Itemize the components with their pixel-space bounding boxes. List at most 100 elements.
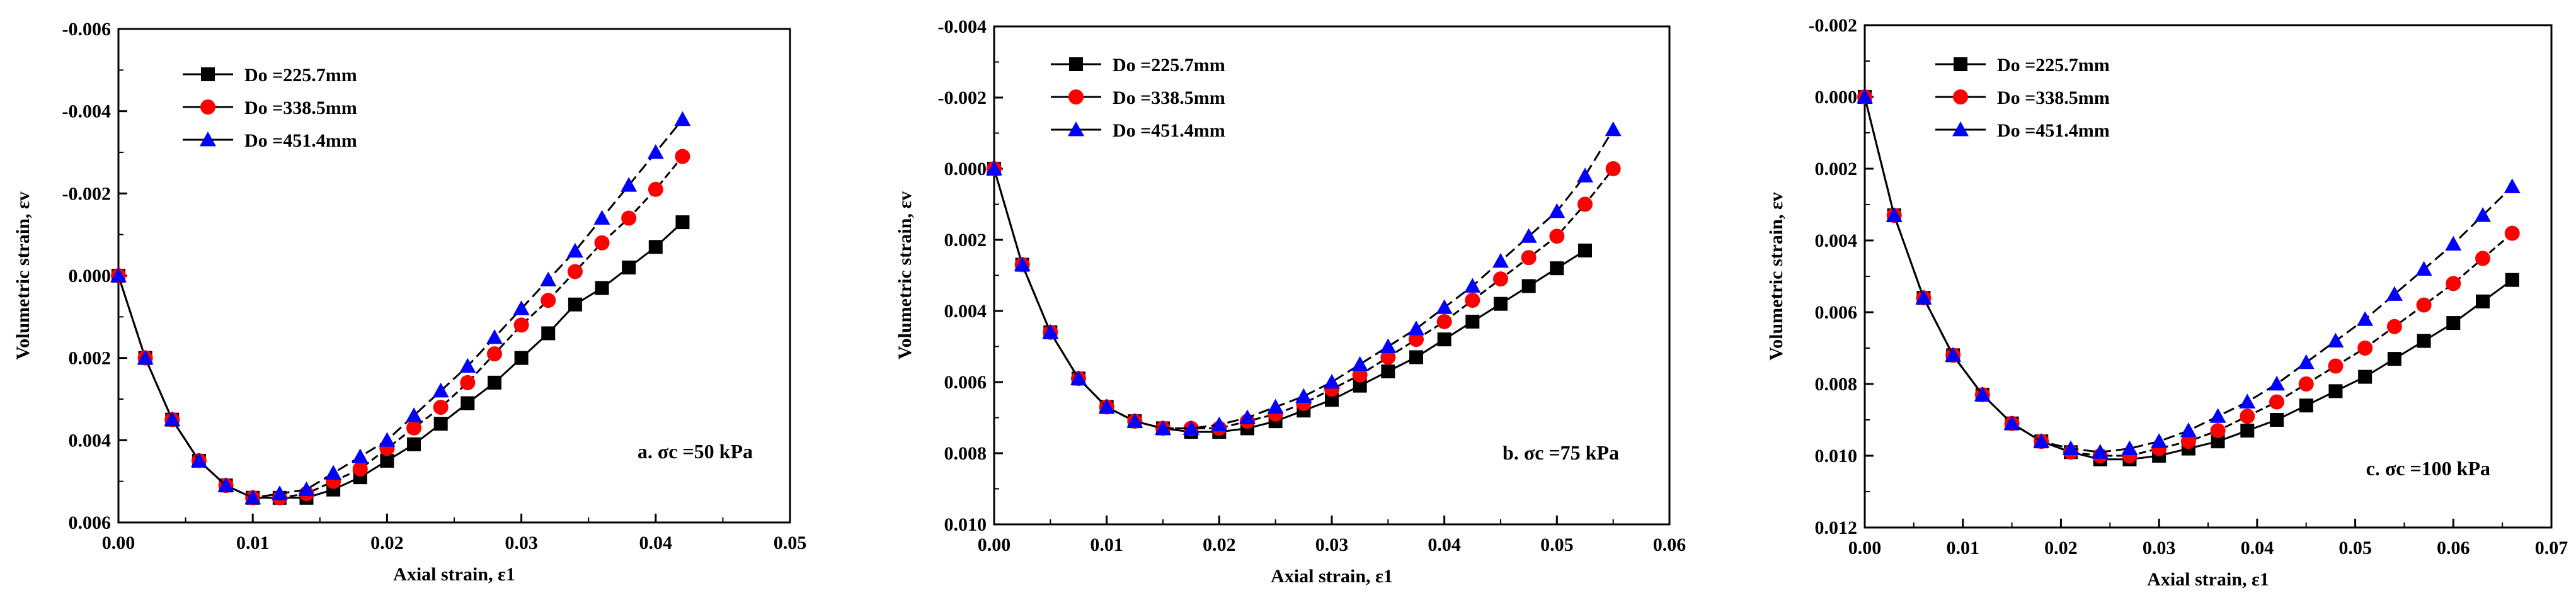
data-point [1324,374,1340,389]
data-point [1493,271,1508,287]
data-point [1351,356,1368,371]
x-tick-label: 0.00 [978,534,1011,555]
data-point [271,485,288,500]
series-line [117,155,684,499]
data-point [2240,424,2255,438]
data-point [137,349,154,365]
data-point [2092,444,2109,459]
x-tick-label: 0.04 [639,533,673,553]
y-tick-label: 0.000 [1815,87,1858,108]
data-point [1550,261,1564,276]
data-point [1014,256,1031,271]
data-point [2210,423,2226,439]
data-point [2446,316,2461,330]
data-point [2358,370,2373,384]
series-line [117,118,684,499]
legend-entry: Do =338.5mm [183,98,357,118]
data-point [379,432,396,447]
data-point [1577,167,1593,183]
data-point [566,242,583,258]
y-tick-label: 0.010 [944,514,987,535]
data-point [1886,207,1903,222]
legend-label: Do =338.5mm [1997,87,2110,108]
data-point [2328,358,2344,374]
plot-frame [1863,24,2553,529]
y-tick-label: 0.000 [69,266,112,286]
data-point [648,181,663,197]
x-tick-label: 0.03 [505,533,538,553]
data-point [380,454,394,468]
data-point [1465,314,1480,329]
data-point [1915,290,1932,305]
data-point [1408,320,1424,336]
data-point [460,375,476,390]
x-tick-label: 0.05 [1540,534,1574,555]
data-point [1945,347,1962,362]
legend-label: Do =451.4mm [1997,120,2110,141]
data-point [433,417,448,431]
y-tick-label: 0.002 [69,348,112,369]
data-point [352,448,369,463]
data-point [1409,350,1423,364]
data-point [2180,422,2197,437]
legend-label: Do =225.7mm [1113,55,1225,76]
legend-label: Do =451.4mm [1113,120,1225,141]
data-point [2003,415,2020,431]
data-point [594,235,610,251]
data-point [1520,228,1537,243]
series-1 [1858,90,2519,466]
x-tick-label: 0.05 [2338,538,2372,558]
panel-annotation: b. σc =75 kPa [1503,441,1619,464]
data-point [675,149,690,164]
legend-entry: Do =451.4mm [1051,120,1225,141]
y-axis-title: Volumetric strain, εv [13,191,33,360]
y-tick-label: 0.004 [1815,230,1858,251]
legend-marker [1068,121,1084,137]
y-axis-title: Volumetric strain, εv [895,191,915,360]
data-point [486,329,503,344]
panel-annotation: a. σc =50 kPa [638,440,753,463]
data-point [1353,378,1367,393]
data-point [407,437,421,451]
data-point [486,346,502,362]
data-point [540,271,557,286]
data-point [1548,203,1566,218]
legend-label: Do =338.5mm [244,98,357,118]
data-point [1239,409,1256,424]
data-point [2298,354,2315,370]
data-point [1521,279,1536,293]
y-tick-label: 0.006 [69,512,112,533]
y-tick-label: 0.006 [1815,302,1858,323]
y-tick-label: -0.004 [938,16,987,37]
data-point [325,465,342,480]
legend-label: Do =225.7mm [244,65,357,86]
data-point [2327,332,2344,347]
data-point [1267,398,1284,414]
chart-3: 0.00 0.01 0.02 0.03 0.04 0.05 0.06 0.07 -0.002 0.… [1766,15,2568,590]
data-point [2357,341,2373,356]
series-3 [986,121,1622,435]
legend-marker [201,67,215,81]
x-tick-label: 0.01 [236,533,270,553]
data-point [621,210,637,226]
y-tick-label: 0.008 [944,443,987,464]
series-line [1863,96,2513,453]
data-point [1974,386,1991,402]
data-point [2416,297,2432,313]
y-tick-label: 0.004 [944,301,987,322]
data-point [675,215,690,230]
legend-marker [1069,57,1083,71]
x-tick-label: 0.02 [1203,534,1236,555]
x-axis-title: Axial strain, ε1 [1271,566,1393,587]
chart-2: 0.00 0.01 0.02 0.03 0.04 0.05 0.06 -0.004 -0.002… [895,16,1686,587]
data-point [674,111,691,127]
data-point [487,375,501,390]
x-tick-label: 0.07 [2535,538,2568,558]
data-point [2386,319,2402,334]
legend-marker [1953,89,1968,104]
data-point [1605,121,1622,137]
data-point [2239,393,2256,409]
data-point [432,382,449,398]
data-point [1605,161,1621,176]
data-point [2151,433,2168,448]
